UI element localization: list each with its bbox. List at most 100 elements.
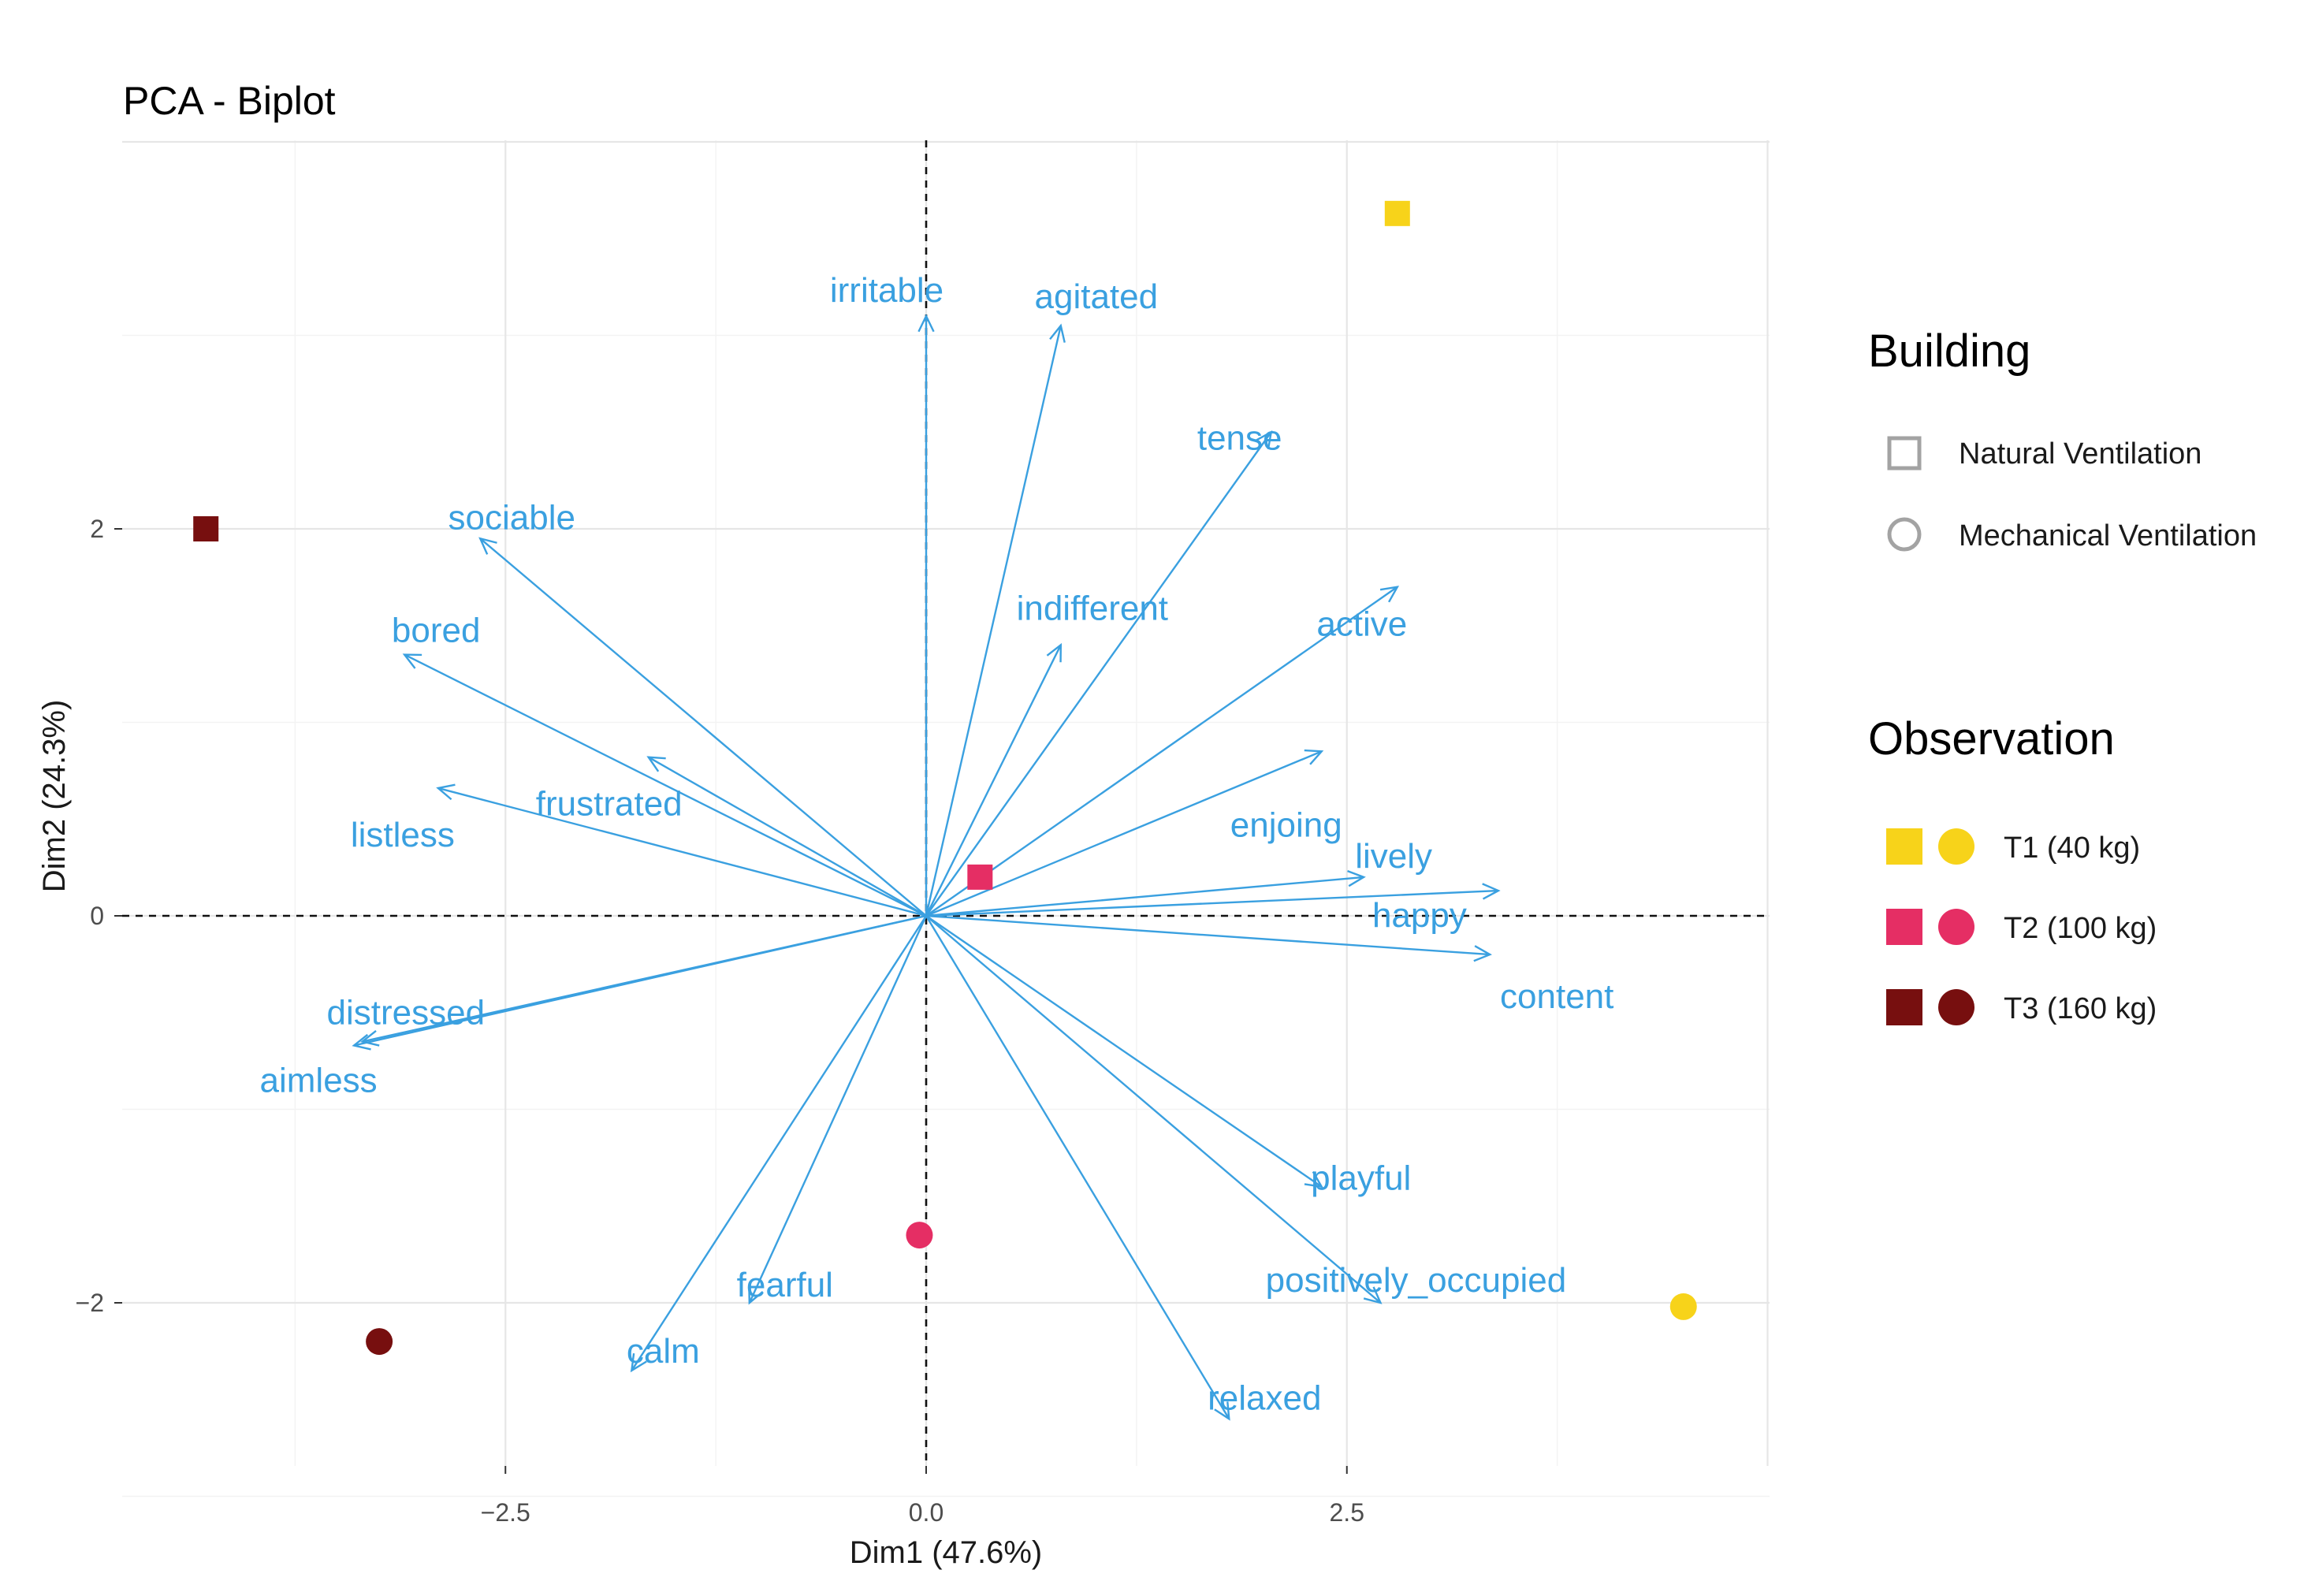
arrow-head — [1046, 642, 1063, 663]
t1-square-swatch — [1886, 828, 1922, 865]
arrow-shaft — [748, 915, 928, 1304]
arrow-head — [352, 1033, 371, 1051]
legend-item-mechanical-ventilation: Mechanical Ventilation — [1959, 519, 2257, 552]
arrow-head — [1304, 749, 1324, 765]
arrow-shaft — [925, 586, 1398, 917]
arrow-shaft — [925, 876, 1364, 917]
arrow-shaft — [925, 915, 1323, 1188]
point-t2-100-kg-mechanical-ventilation — [906, 1222, 933, 1249]
t1-circle-swatch — [1938, 828, 1974, 865]
variable-label-calm: calm — [627, 1332, 700, 1371]
arrow-head — [360, 1029, 380, 1047]
variable-label-sociable: sociable — [448, 498, 575, 537]
arrow-head — [1347, 869, 1366, 887]
arrow-head — [1255, 430, 1273, 450]
point-t1-40-kg-natural-ventilation — [1384, 200, 1410, 226]
arrow-shaft — [925, 325, 1062, 917]
point-t1-40-kg-mechanical-ventilation — [1669, 1293, 1697, 1320]
arrow-agitated — [925, 323, 1066, 917]
chart-title: PCA - Biplot — [123, 79, 336, 123]
arrow-shaft — [404, 653, 927, 917]
arrow-fearful — [748, 915, 928, 1305]
arrow-active — [925, 586, 1400, 917]
arrow-happy — [925, 883, 1501, 917]
y-axis-title: Dim2 (24.3%) — [37, 700, 72, 893]
arrow-irritable — [917, 314, 935, 916]
legend-item-t1: T1 (40 kg) — [2004, 831, 2140, 865]
arrow-shaft — [925, 889, 1498, 917]
arrow-shaft — [925, 431, 1272, 917]
axes: −2.5 0.0 2.5 −2 0 2 — [76, 515, 1364, 1527]
x-tick-label: −2.5 — [481, 1498, 530, 1527]
arrow-playful — [925, 915, 1323, 1189]
variable-label-positively-occupied: positively_occupied — [1266, 1261, 1567, 1300]
legend-item-t2: T2 (100 kg) — [2004, 912, 2157, 945]
variable-labels: irritable agitated tense sociable indifferen… — [260, 271, 1614, 1417]
square-shape-icon — [1887, 436, 1922, 471]
variable-label-lively: lively — [1355, 837, 1432, 876]
arrow-head — [1214, 1401, 1230, 1421]
arrow-head — [1473, 945, 1492, 962]
arrow-listless — [436, 783, 927, 917]
arrow-head — [1304, 1171, 1323, 1189]
variable-label-bored: bored — [392, 612, 481, 650]
arrow-shaft — [925, 914, 1491, 956]
arrow-calm — [630, 915, 928, 1373]
x-tick-label: 2.5 — [1330, 1498, 1364, 1527]
variable-arrows — [352, 314, 1501, 1421]
variable-label-listless: listless — [351, 816, 455, 854]
arrow-shaft — [925, 915, 1230, 1419]
variable-label-frustrated: frustrated — [536, 785, 683, 824]
arrow-sociable — [478, 537, 927, 917]
arrow-head — [1482, 883, 1501, 900]
arrow-head — [630, 1352, 647, 1373]
point-t3-160-kg-mechanical-ventilation — [366, 1328, 393, 1356]
arrow-shaft — [648, 756, 927, 917]
circle-shape-icon — [1887, 517, 1922, 552]
variable-label-agitated: agitated — [1035, 277, 1159, 316]
t3-circle-swatch — [1938, 989, 1974, 1025]
arrow-content — [925, 914, 1492, 962]
observation-points — [193, 200, 1697, 1356]
plot-panel: irritable agitated tense sociable indifferen… — [122, 140, 1770, 1497]
x-axis-title: Dim1 (47.6%) — [850, 1535, 1043, 1570]
variable-label-irritable: irritable — [830, 271, 943, 310]
legend-item-t3: T3 (160 kg) — [2004, 992, 2157, 1025]
variable-label-happy: happy — [1372, 896, 1467, 935]
arrow-relaxed — [925, 915, 1230, 1421]
arrow-head — [748, 1285, 764, 1305]
arrow-shaft — [925, 644, 1062, 917]
point-t3-160-kg-natural-ventilation — [193, 516, 219, 541]
arrow-lively — [925, 869, 1366, 917]
arrow-head — [1049, 323, 1066, 343]
t2-square-swatch — [1886, 909, 1922, 945]
arrow-head — [402, 653, 422, 669]
x-tick-label: 0.0 — [909, 1498, 943, 1527]
variable-label-fearful: fearful — [737, 1266, 833, 1304]
arrow-head — [917, 314, 935, 333]
t2-circle-swatch — [1938, 909, 1974, 945]
arrow-shaft — [437, 787, 927, 917]
arrow-shaft — [479, 538, 927, 917]
arrow-bored — [402, 653, 927, 917]
arrow-frustrated — [646, 756, 927, 917]
arrow-indifferent — [925, 642, 1063, 917]
legend-item-natural-ventilation: Natural Ventilation — [1959, 437, 2201, 471]
point-t2-100-kg-natural-ventilation — [967, 864, 993, 890]
arrow-head — [646, 756, 666, 772]
arrow-head — [436, 783, 456, 801]
arrow-aimless — [352, 914, 927, 1051]
arrow-shaft — [631, 915, 928, 1371]
variable-label-tense: tense — [1197, 419, 1282, 457]
y-tick-label: −2 — [76, 1289, 104, 1317]
arrow-positively-occupied — [925, 915, 1383, 1304]
y-tick-label: 2 — [90, 515, 104, 543]
legend-observation: Observation T1 (40 kg) T2 (100 kg) T3 (1… — [1868, 713, 2157, 1025]
variable-label-relaxed: relaxed — [1208, 1378, 1321, 1417]
arrow-head — [1363, 1286, 1383, 1304]
variable-label-enjoing: enjoing — [1230, 805, 1342, 844]
legend-building: Building Natural Ventilation Mechanical … — [1868, 326, 2257, 552]
legend-building-title: Building — [1868, 326, 2030, 377]
variable-label-indifferent: indifferent — [1017, 589, 1168, 627]
